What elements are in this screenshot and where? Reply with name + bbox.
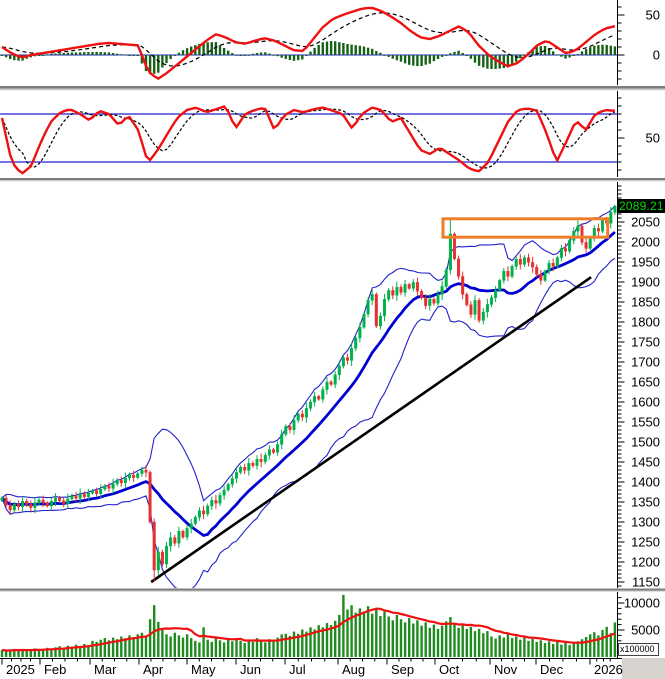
volume-ma-line: [1, 607, 616, 652]
axis-tick-label: 50: [646, 131, 660, 146]
axis-tick-label: 1800: [631, 315, 660, 330]
axis-tick-label: 50: [646, 8, 660, 23]
price-chart-svg: 2050 2000 1950 1900 1850 1800 1750 1700 1650 1600…: [0, 182, 660, 589]
month-label: Sep: [391, 662, 414, 677]
resistance-highlight-box: [441, 217, 610, 239]
candles-group: [0, 204, 617, 582]
month-label: Jul: [289, 662, 306, 677]
panel-splitter-1[interactable]: [0, 85, 665, 91]
stochastic-signal-line: [1, 108, 616, 169]
month-label: Dec: [540, 662, 564, 677]
stochastic-line: [0, 105, 615, 175]
axis-tick-label: 1400: [631, 475, 660, 490]
axis-tick-label: 1350: [631, 495, 660, 510]
axis-tick-label: 1300: [631, 515, 660, 530]
macd-histogram: [0, 41, 617, 75]
axis-tick-label: 2000: [631, 235, 660, 250]
axis-tick-label: 0: [653, 48, 660, 63]
axis-tick-label: 1450: [631, 455, 660, 470]
month-ticks: 2025 Feb Mar Apr May Jun Jul Aug Sep Oct Nov Dec 202…: [1, 658, 623, 677]
volume-bars: [0, 594, 617, 658]
volume-panel[interactable]: 10000 5000: [0, 592, 665, 658]
value-axis: 2050 2000 1950 1900 1850 1800 1750 1700 1650 1600…: [617, 182, 660, 589]
time-axis-svg: 2025 Feb Mar Apr May Jun Jul Aug Sep Oct Nov Dec 202…: [0, 658, 665, 679]
month-label: Nov: [494, 662, 518, 677]
stochastic-panel[interactable]: 50: [0, 91, 665, 177]
last-price-badge: 2089.21: [618, 199, 665, 213]
axis-tick-label: 1250: [631, 535, 660, 550]
stochastic-chart-svg: 50: [0, 91, 660, 177]
axis-tick-label: 1600: [631, 395, 660, 410]
panel-splitter-3[interactable]: [0, 588, 665, 592]
axis-tick-label: 1550: [631, 415, 660, 430]
axis-tick-label: 1500: [631, 435, 660, 450]
month-label: Mar: [94, 662, 117, 677]
axis-tick-label: 1650: [631, 375, 660, 390]
value-axis: 50 0: [617, 0, 660, 85]
value-axis: 10000 5000: [617, 592, 660, 658]
axis-tick-label: 1150: [632, 575, 660, 589]
month-label: Oct: [439, 662, 460, 677]
month-label: Jun: [240, 662, 261, 677]
axis-tick-label: 5000: [631, 623, 660, 638]
value-axis: 50: [617, 91, 660, 177]
month-label: Feb: [44, 662, 66, 677]
bollinger-upper-band: [1, 205, 616, 502]
price-panel[interactable]: 2050 2000 1950 1900 1850 1800 1750 1700 1650 1600…: [0, 182, 665, 588]
month-label: 2026: [594, 662, 623, 677]
axis-corner: [622, 658, 665, 679]
time-axis: 2025 Feb Mar Apr May Jun Jul Aug Sep Oct Nov Dec 202…: [0, 658, 665, 679]
axis-tick-label: 1950: [631, 255, 660, 270]
bollinger-lower-band: [1, 257, 616, 588]
volume-chart-svg: 10000 5000: [0, 592, 660, 658]
macd-panel[interactable]: 50 0: [0, 0, 665, 85]
axis-tick-label: 1200: [631, 555, 660, 570]
month-label: Aug: [342, 662, 365, 677]
volume-unit-label: x100000: [618, 643, 659, 656]
axis-tick-label: 1750: [631, 335, 660, 350]
month-label: Apr: [143, 662, 164, 677]
axis-tick-label: 1900: [631, 275, 660, 290]
axis-tick-label: 1700: [631, 355, 660, 370]
axis-tick-label: 10000: [624, 596, 660, 611]
moving-average-line: [1, 230, 616, 538]
support-trendline: [150, 276, 592, 584]
axis-tick-label: 1850: [631, 295, 660, 310]
panel-splitter-2[interactable]: [0, 177, 665, 182]
macd-chart-svg: 50 0: [0, 0, 660, 85]
month-label: 2025: [6, 662, 35, 677]
macd-line: [1, 6, 616, 81]
axis-tick-label: 2050: [631, 215, 660, 230]
month-label: May: [191, 662, 216, 677]
